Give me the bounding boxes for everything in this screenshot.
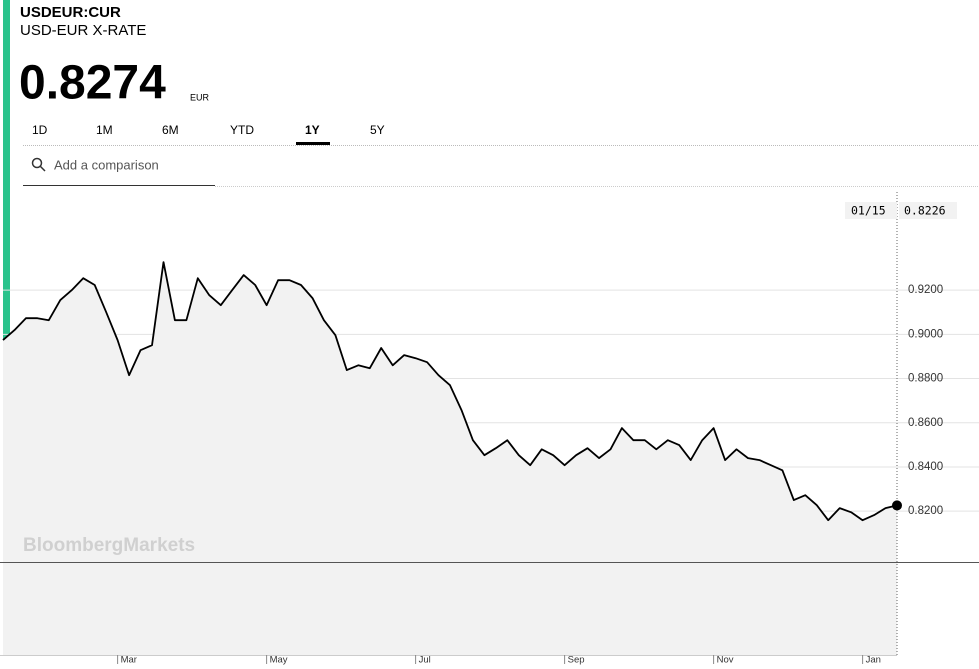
x-tick-label: Nov (717, 655, 734, 666)
last-point (892, 500, 902, 511)
y-tick-label: 0.8200 (908, 505, 943, 517)
price: 0.8274 (19, 57, 166, 110)
tab[interactable]: 6M (162, 123, 179, 137)
x-tick-label: May (270, 655, 288, 666)
search-box[interactable]: Add a comparison (23, 157, 215, 186)
accent-bar (3, 0, 10, 355)
x-tick-label: Mar (121, 655, 137, 666)
y-tick-label: 0.8800 (908, 373, 943, 385)
search-placeholder: Add a comparison (54, 157, 159, 172)
tooltip-value: 0.8226 (904, 204, 946, 218)
x-tick-label: Jan (866, 655, 881, 666)
search-icon (31, 157, 43, 169)
x-tick-label: Jul (419, 655, 431, 666)
tooltip-box (845, 202, 897, 219)
tab[interactable]: YTD (230, 123, 254, 137)
ticker: USDEUR:CUR (20, 4, 121, 21)
tooltip-date: 01/15 (851, 204, 886, 218)
instrument-name: USD-EUR X-RATE (20, 22, 146, 39)
tabs: 1D 1M 6M YTD 1Y 5Y (32, 123, 385, 145)
x-tick-label: Sep (568, 655, 585, 666)
area (3, 262, 897, 655)
tab[interactable]: 1M (96, 123, 113, 137)
price-line (2, 261, 898, 522)
tooltip-box (899, 202, 957, 219)
y-tick-label: 0.8400 (908, 461, 943, 473)
y-tick-label: 0.9200 (908, 284, 943, 296)
tab[interactable]: 5Y (370, 123, 385, 137)
y-tick-label: 0.9000 (908, 328, 943, 340)
tab-underline (296, 142, 330, 145)
tab[interactable]: 1Y (305, 123, 320, 137)
y-tick-label: 0.8600 (908, 417, 943, 429)
search-icon (39, 165, 46, 172)
currency: EUR (190, 92, 210, 102)
watermark: BloombergMarkets (23, 535, 195, 556)
chart: 0.8200 0.8400 0.8600 0.8800 0.9000 0.9200 Bloo… (0, 192, 979, 666)
tab[interactable]: 1D (32, 123, 48, 137)
